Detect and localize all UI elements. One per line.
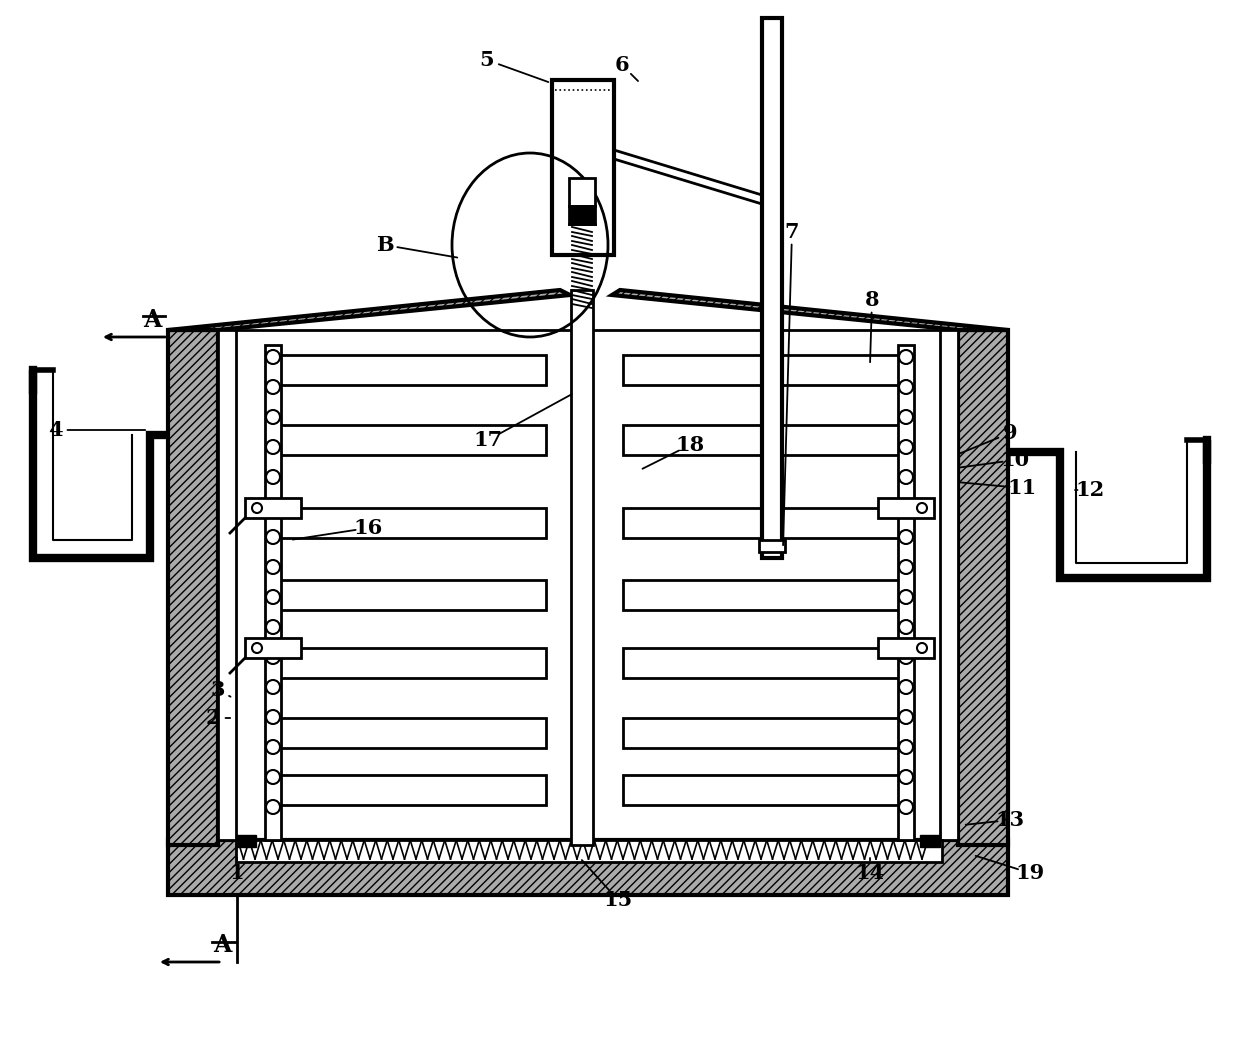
- Bar: [272, 775, 546, 805]
- Bar: [622, 648, 901, 678]
- Bar: [272, 580, 546, 611]
- Text: 9: 9: [1003, 423, 1017, 443]
- Text: 10: 10: [1001, 450, 1029, 470]
- Bar: [272, 718, 546, 748]
- Text: 7: 7: [785, 222, 800, 242]
- Bar: [569, 178, 595, 206]
- Bar: [246, 638, 301, 658]
- Bar: [940, 330, 959, 840]
- Bar: [272, 508, 546, 538]
- Bar: [569, 206, 595, 224]
- Bar: [622, 425, 901, 455]
- Polygon shape: [167, 290, 570, 330]
- Bar: [236, 840, 942, 862]
- Text: 2: 2: [206, 708, 221, 728]
- Bar: [265, 345, 281, 840]
- Bar: [570, 290, 593, 845]
- Bar: [878, 638, 934, 658]
- Text: 8: 8: [864, 290, 879, 311]
- Bar: [236, 835, 255, 847]
- Text: A: A: [213, 933, 231, 957]
- Bar: [622, 718, 901, 748]
- Text: 17: 17: [474, 430, 502, 450]
- Text: 3: 3: [211, 680, 226, 700]
- Bar: [552, 80, 614, 255]
- Bar: [759, 540, 785, 552]
- Text: 4: 4: [47, 420, 62, 440]
- Text: 13: 13: [996, 810, 1024, 830]
- Text: A: A: [143, 308, 161, 331]
- Text: 6: 6: [615, 55, 630, 74]
- Text: 11: 11: [1007, 478, 1037, 498]
- Bar: [622, 775, 901, 805]
- Text: 14: 14: [856, 863, 884, 883]
- Bar: [763, 18, 782, 558]
- Bar: [218, 330, 959, 845]
- Text: 18: 18: [676, 435, 704, 455]
- Text: 12: 12: [1075, 480, 1105, 500]
- Text: 16: 16: [353, 518, 383, 538]
- Bar: [959, 330, 1008, 845]
- Text: 15: 15: [604, 890, 632, 909]
- Bar: [218, 330, 236, 840]
- Text: 19: 19: [1016, 863, 1044, 883]
- Bar: [272, 355, 546, 385]
- Bar: [167, 330, 218, 845]
- Bar: [246, 498, 301, 518]
- Bar: [622, 580, 901, 611]
- Text: 1: 1: [229, 863, 244, 883]
- Bar: [622, 355, 901, 385]
- Polygon shape: [613, 290, 1008, 330]
- Bar: [272, 648, 546, 678]
- Bar: [878, 498, 934, 518]
- Bar: [272, 425, 546, 455]
- Bar: [898, 345, 914, 840]
- Bar: [920, 835, 940, 847]
- Bar: [167, 840, 1008, 895]
- Text: 5: 5: [480, 50, 495, 70]
- Text: B: B: [376, 235, 394, 255]
- Bar: [622, 508, 901, 538]
